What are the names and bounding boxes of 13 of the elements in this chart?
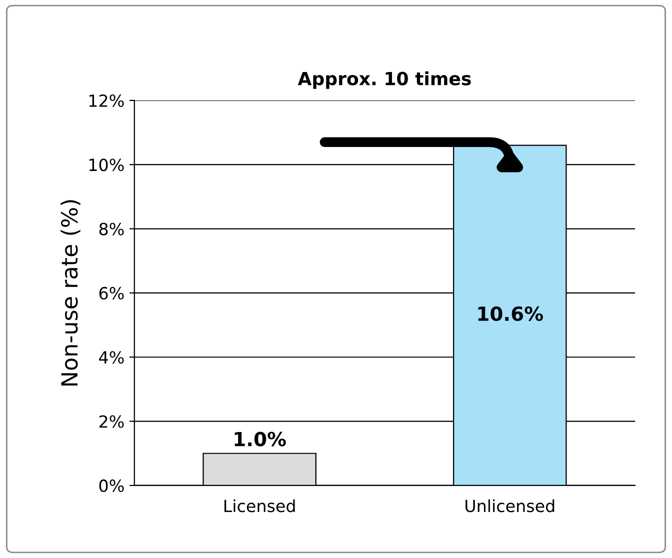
y-tick-label: 12% xyxy=(89,94,124,108)
y-tick-label: 10% xyxy=(89,158,124,172)
x-tick-label: Licensed xyxy=(224,499,295,512)
data-label: 10.6% xyxy=(478,306,543,322)
y-tick-label: 0% xyxy=(99,479,124,492)
y-tick-label: 4% xyxy=(99,351,124,364)
x-tick-label: Unlicensed xyxy=(466,499,554,512)
y-tick-label: 2% xyxy=(99,415,124,428)
y-tick-label: 6% xyxy=(99,286,124,300)
text: Approx. 10 times xyxy=(298,71,471,89)
data-label: 1.0% xyxy=(234,432,286,446)
y-tick-label: 8% xyxy=(99,222,124,236)
y-axis-title: Non-use rate (%) xyxy=(60,200,80,386)
